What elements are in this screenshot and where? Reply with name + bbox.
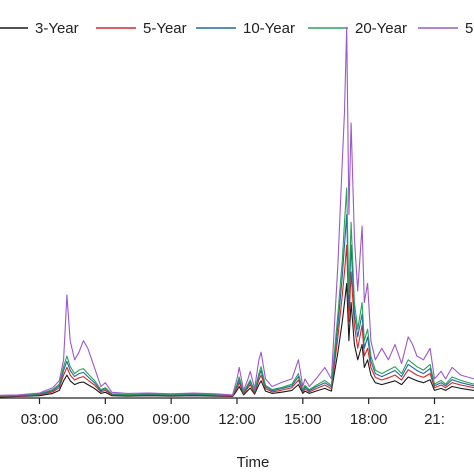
legend-label-3: 20-Year bbox=[355, 20, 407, 37]
series-line-0 bbox=[0, 282, 474, 398]
legend-label-2: 10-Year bbox=[243, 20, 295, 37]
series-line-4 bbox=[0, 26, 474, 396]
x-axis-title: Time bbox=[237, 454, 270, 471]
series-line-1 bbox=[0, 244, 474, 398]
x-tick-label-3: 12:00 bbox=[218, 411, 256, 428]
x-tick-label-6: 21: bbox=[424, 411, 445, 428]
x-tick-label-0: 03:00 bbox=[21, 411, 59, 428]
series-line-3 bbox=[0, 187, 474, 397]
legend-label-4: 50- bbox=[465, 20, 474, 37]
series-group bbox=[0, 26, 474, 398]
x-tick-label-4: 15:00 bbox=[284, 411, 322, 428]
x-ticks: 03:00 06:00 09:00 12:00 15:00 18:00 21: bbox=[21, 398, 445, 428]
x-tick-label-2: 09:00 bbox=[152, 411, 190, 428]
x-tick-label-5: 18:00 bbox=[350, 411, 388, 428]
legend: 3-Year 5-Year 10-Year 20-Year 50- bbox=[0, 20, 474, 37]
x-tick-label-1: 06:00 bbox=[87, 411, 125, 428]
series-line-2 bbox=[0, 214, 474, 397]
legend-label-0: 3-Year bbox=[35, 20, 79, 37]
legend-label-1: 5-Year bbox=[143, 20, 187, 37]
